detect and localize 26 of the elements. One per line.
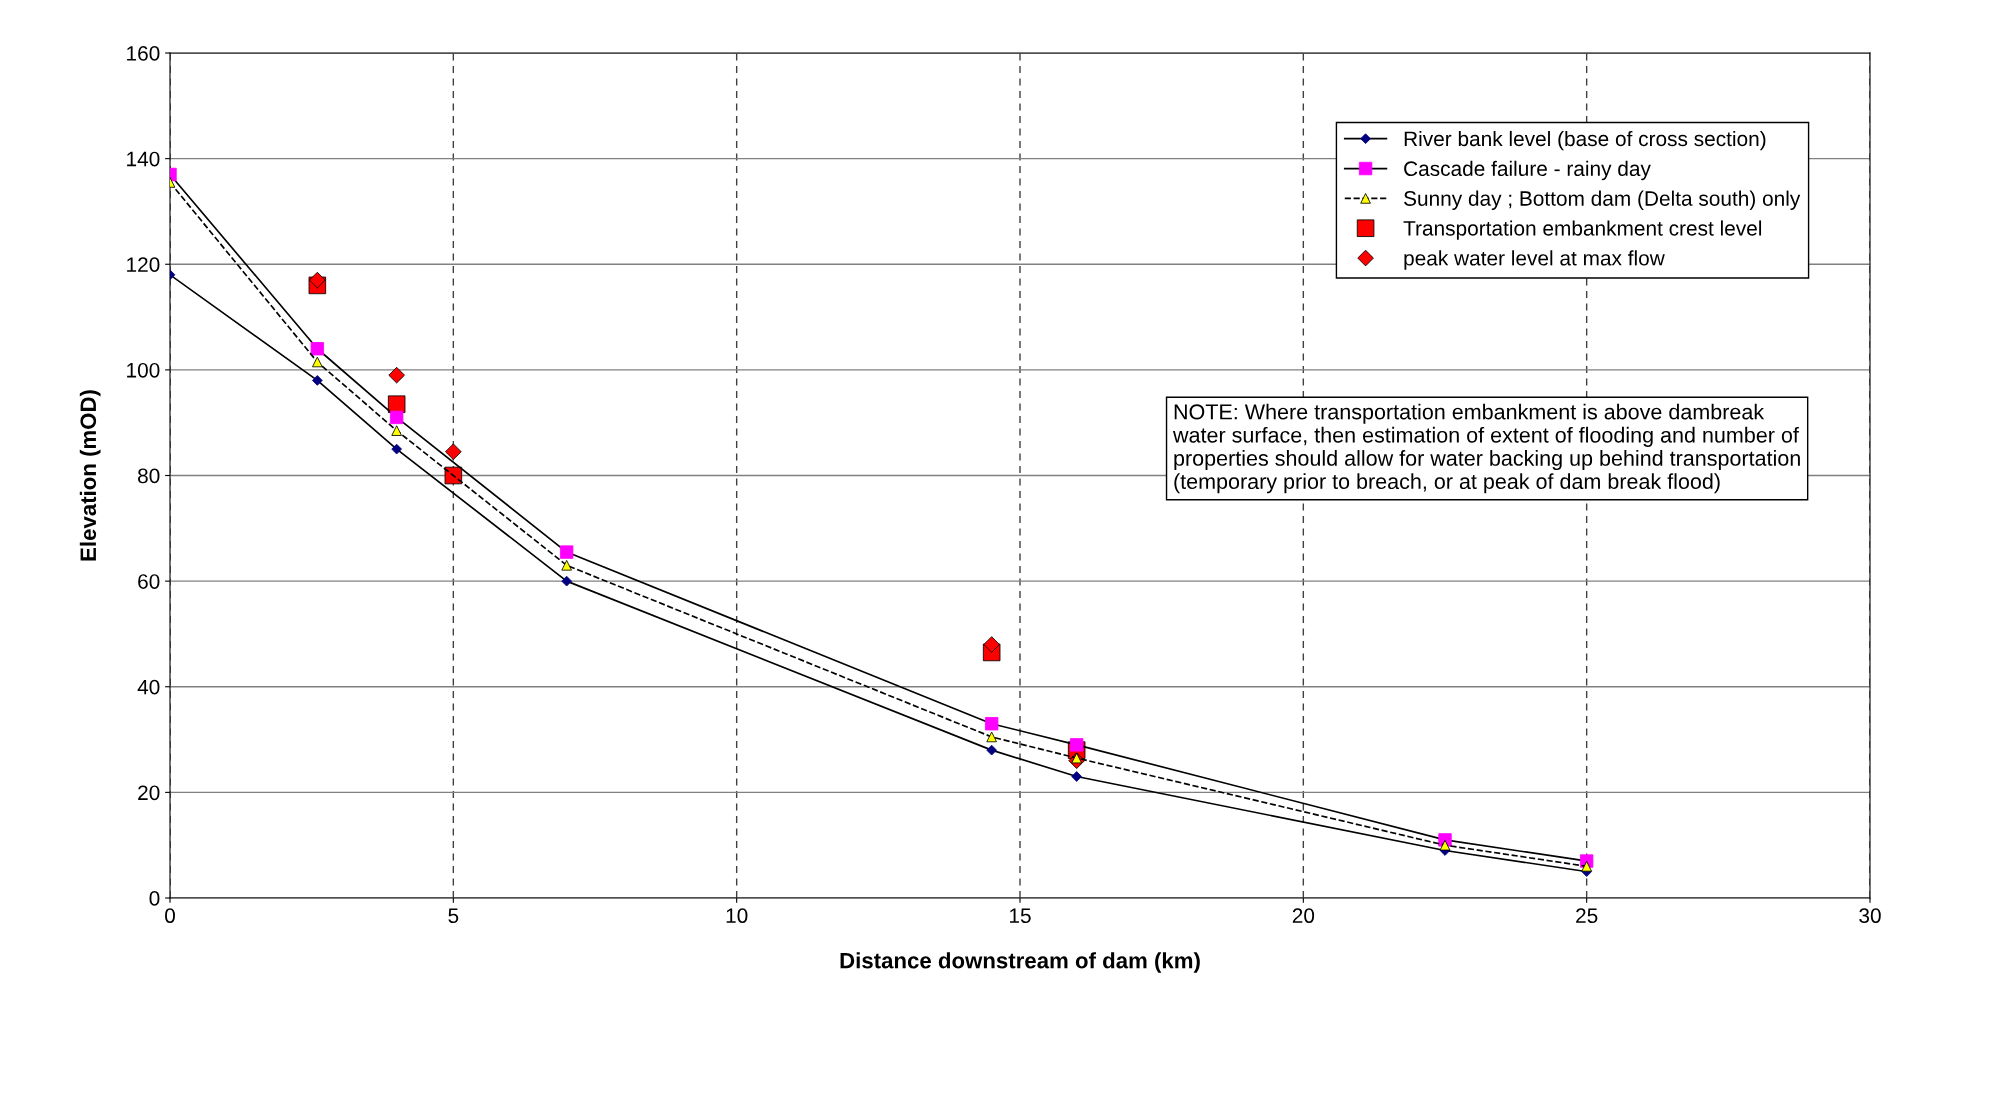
- x-tick-label: 25: [1576, 908, 1598, 924]
- point: [388, 366, 405, 384]
- y-tick-label: 60: [138, 574, 160, 589]
- y-tick-label: 80: [138, 468, 160, 484]
- x-axis-title: Distance downstream of dam (km): [840, 952, 1200, 973]
- y-tick-label: 120: [127, 257, 160, 272]
- x-tick-label: 0: [165, 908, 175, 924]
- legend-label: River bank level (base of cross section): [1404, 130, 1766, 151]
- legend-label: Cascade failure - rainy day: [1404, 160, 1651, 181]
- y-tick-label: 0: [149, 891, 160, 906]
- x-tick-label: 15: [1010, 908, 1031, 924]
- legend-label: Sunny day ; Bottom dam (Delta south) only: [1404, 190, 1801, 210]
- y-tick-label: 140: [127, 151, 160, 167]
- y-tick-label: 100: [127, 362, 160, 378]
- x-tick-label: 5: [448, 908, 459, 924]
- x-tick-label: 10: [726, 908, 748, 924]
- legend-label: Transportation embankment crest level: [1403, 220, 1762, 240]
- point: [309, 271, 326, 289]
- x-tick-label: 20: [1292, 908, 1315, 924]
- y-tick-label: 160: [127, 46, 160, 61]
- y-tick-label: 40: [137, 679, 160, 695]
- y-axis-title: Elevation (mOD): [79, 390, 101, 561]
- y-tick-label: 20: [138, 785, 160, 801]
- x-tick-label: 30: [1859, 908, 1881, 924]
- annotation: NOTE: Where transportation embankment is above dambreak water surface, then estimation of extent of flooding and number of properties should allow for water backing up behind transportation (temporary prior to breach, or at peak of dam break flood): [1172, 403, 1800, 494]
- legend-label: peak water level at max flow: [1404, 250, 1665, 270]
